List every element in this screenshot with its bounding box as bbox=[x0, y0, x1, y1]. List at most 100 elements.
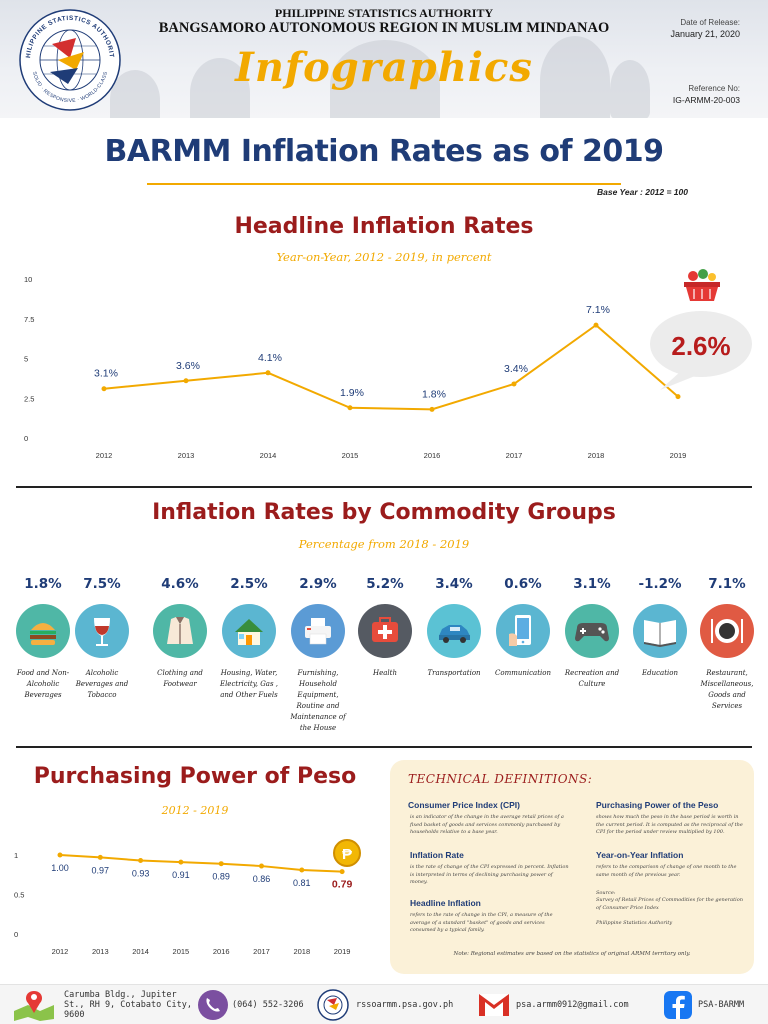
source-text: Survey of Retail Prices of Commodities f… bbox=[596, 897, 743, 911]
commodity-rate: 3.1% bbox=[573, 576, 611, 592]
purchasing-power-term: Purchasing Power of the Peso bbox=[596, 800, 719, 810]
x-tick-label: 2013 bbox=[92, 947, 109, 956]
y-tick-label: 1 bbox=[14, 851, 18, 860]
agency-name: PHILIPPINE STATISTICS AUTHORITY bbox=[274, 6, 494, 20]
commodity-subtitle: Percentage from 2018 - 2019 bbox=[298, 537, 470, 551]
y-tick-label: 5 bbox=[24, 355, 28, 364]
inflation-rate-definition: is the rate of change of the CPI express… bbox=[410, 864, 569, 885]
reference-number: IG-ARMM-20-003 bbox=[672, 95, 740, 105]
psa-seal-icon bbox=[317, 989, 349, 1021]
data-point bbox=[97, 854, 103, 860]
release-label: Date of Release: bbox=[680, 18, 740, 27]
commodity-label: Clothing and Footwear bbox=[157, 669, 203, 688]
base-year-note: Base Year : 2012 = 100 bbox=[597, 187, 688, 197]
data-point bbox=[259, 863, 264, 869]
section-divider bbox=[16, 486, 752, 488]
regional-note: Note: Regional estimates are based on th… bbox=[453, 951, 691, 957]
data-label: 0.97 bbox=[92, 865, 110, 875]
commodity-label: Housing, Water, Electricity, Gas , and O… bbox=[219, 669, 279, 699]
commodity-label: Health bbox=[373, 669, 397, 677]
data-point bbox=[675, 394, 681, 400]
y-tick-label: 0 bbox=[24, 434, 28, 443]
mosque-dome bbox=[610, 60, 650, 118]
commodity-group: 2.9% Furnishing, Household Equipment, Rou… bbox=[288, 576, 348, 734]
headline-subtitle: Year-on-Year, 2012 - 2019, in percent bbox=[276, 250, 492, 264]
source-label: Source: bbox=[596, 890, 616, 896]
x-tick-label: 2018 bbox=[293, 947, 310, 956]
commodity-rate: 1.8% bbox=[24, 576, 62, 592]
x-tick-label: 2016 bbox=[213, 947, 230, 956]
data-label: 0.81 bbox=[293, 878, 311, 888]
x-tick-label: 2014 bbox=[260, 451, 277, 460]
commodity-rate: 0.6% bbox=[504, 576, 542, 592]
title-underline bbox=[147, 183, 621, 185]
purchasing-power-chart: 0 0.5 1 1.00 0.97 0.93 0.91 0.89 0.86 0.81 0.79 2… bbox=[14, 839, 361, 956]
peso-coin-icon: ₱ bbox=[333, 839, 361, 867]
purchasing-power-definition: shows how much the peso in the base peri… bbox=[596, 814, 743, 835]
commodity-label: Furnishing, Household Equipment, Routine… bbox=[290, 669, 346, 732]
footer-address: Carumba Bldg., Jupiter St., RH 9, Cotaba… bbox=[64, 990, 192, 1020]
gamepad-icon bbox=[565, 604, 619, 658]
data-label: 0.93 bbox=[132, 869, 150, 879]
data-point bbox=[57, 852, 63, 858]
footer-phone: (064) 552-3206 bbox=[232, 1000, 304, 1010]
commodity-label: Communication bbox=[495, 669, 551, 677]
x-tick-label: 2019 bbox=[670, 451, 687, 460]
commodity-label: Food and Non-Alcoholic Beverages bbox=[16, 669, 70, 699]
mosque-dome bbox=[540, 36, 610, 118]
jacket-icon bbox=[153, 604, 207, 658]
data-point bbox=[511, 381, 517, 387]
inflation-series-line bbox=[103, 323, 679, 411]
year-on-year-term: Year-on-Year Inflation bbox=[596, 850, 684, 860]
purchasing-power-title: Purchasing Power of Peso bbox=[33, 764, 357, 789]
data-point bbox=[265, 370, 271, 376]
cpi-definition: is an indicator of the change in the ave… bbox=[410, 814, 564, 835]
x-tick-label: 2016 bbox=[424, 451, 441, 460]
data-label: 1.9% bbox=[340, 387, 364, 399]
y-tick-label: 2.5 bbox=[24, 394, 34, 403]
headline-inflation-definition: refers to the rate of change in the CPI,… bbox=[410, 912, 553, 933]
commodity-rate: 5.2% bbox=[366, 576, 404, 592]
x-tick-label: 2012 bbox=[52, 947, 69, 956]
footer-website-link[interactable]: rssoarmm.psa.gov.ph bbox=[356, 1000, 454, 1010]
car-icon bbox=[427, 604, 481, 658]
house-icon bbox=[222, 604, 276, 658]
headline-title: Headline Inflation Rates bbox=[234, 214, 534, 239]
wine-glass-icon bbox=[75, 604, 129, 658]
footer-email-link[interactable]: psa.armm0912@gmail.com bbox=[516, 1000, 629, 1010]
burger-icon bbox=[16, 604, 70, 658]
y-tick-label: 0.5 bbox=[14, 891, 24, 900]
y-tick-label: 7.5 bbox=[24, 315, 34, 324]
commodity-rate: 4.6% bbox=[161, 576, 199, 592]
commodity-group: 3.1% Recreation and Culture bbox=[562, 576, 622, 690]
year-on-year-definition: refers to the comparison of change of on… bbox=[596, 864, 737, 878]
header-banner: PHILIPPINE STATISTICS AUTHORITY SOLID · … bbox=[0, 0, 768, 118]
footer: Carumba Bldg., Jupiter St., RH 9, Cotaba… bbox=[0, 984, 768, 1024]
footer-facebook-link[interactable]: PSA-BARMM bbox=[698, 1000, 745, 1010]
region-name: BANGSAMORO AUTONOMOUS REGION IN MUSLIM M… bbox=[158, 20, 610, 36]
data-label: 7.1% bbox=[586, 304, 610, 316]
commodity-rate: 2.9% bbox=[299, 576, 337, 592]
commodity-group: 4.6% Clothing and Footwear bbox=[150, 576, 210, 690]
map-pin-icon bbox=[14, 991, 54, 1021]
technical-definitions-title: TECHNICAL DEFINITIONS: bbox=[408, 772, 593, 786]
highlight-bubble: 2.6% bbox=[650, 311, 752, 390]
svg-text:₱: ₱ bbox=[342, 846, 352, 863]
data-point bbox=[593, 322, 599, 328]
commodity-rate: -1.2% bbox=[638, 576, 682, 592]
commodity-group: 0.6% Communication bbox=[493, 576, 553, 679]
highlight-value: 2.6% bbox=[671, 331, 730, 361]
data-point bbox=[178, 859, 184, 865]
data-label: 1.8% bbox=[422, 388, 446, 400]
x-tick-label: 2013 bbox=[178, 451, 195, 460]
data-point bbox=[429, 406, 435, 412]
data-point bbox=[138, 858, 144, 864]
commodity-group: 7.5% Alcoholic Beverages and Tobacco bbox=[72, 576, 132, 701]
data-point bbox=[183, 378, 189, 384]
doc-type-title: Infographics bbox=[235, 44, 533, 91]
data-label: 0.86 bbox=[253, 874, 271, 884]
commodity-rate: 2.5% bbox=[230, 576, 268, 592]
source-organization: Philippine Statistics Authority bbox=[596, 920, 673, 926]
cpi-term: Consumer Price Index (CPI) bbox=[408, 800, 520, 810]
commodity-group: 2.5% Housing, Water, Electricity, Gas , a… bbox=[219, 576, 279, 701]
